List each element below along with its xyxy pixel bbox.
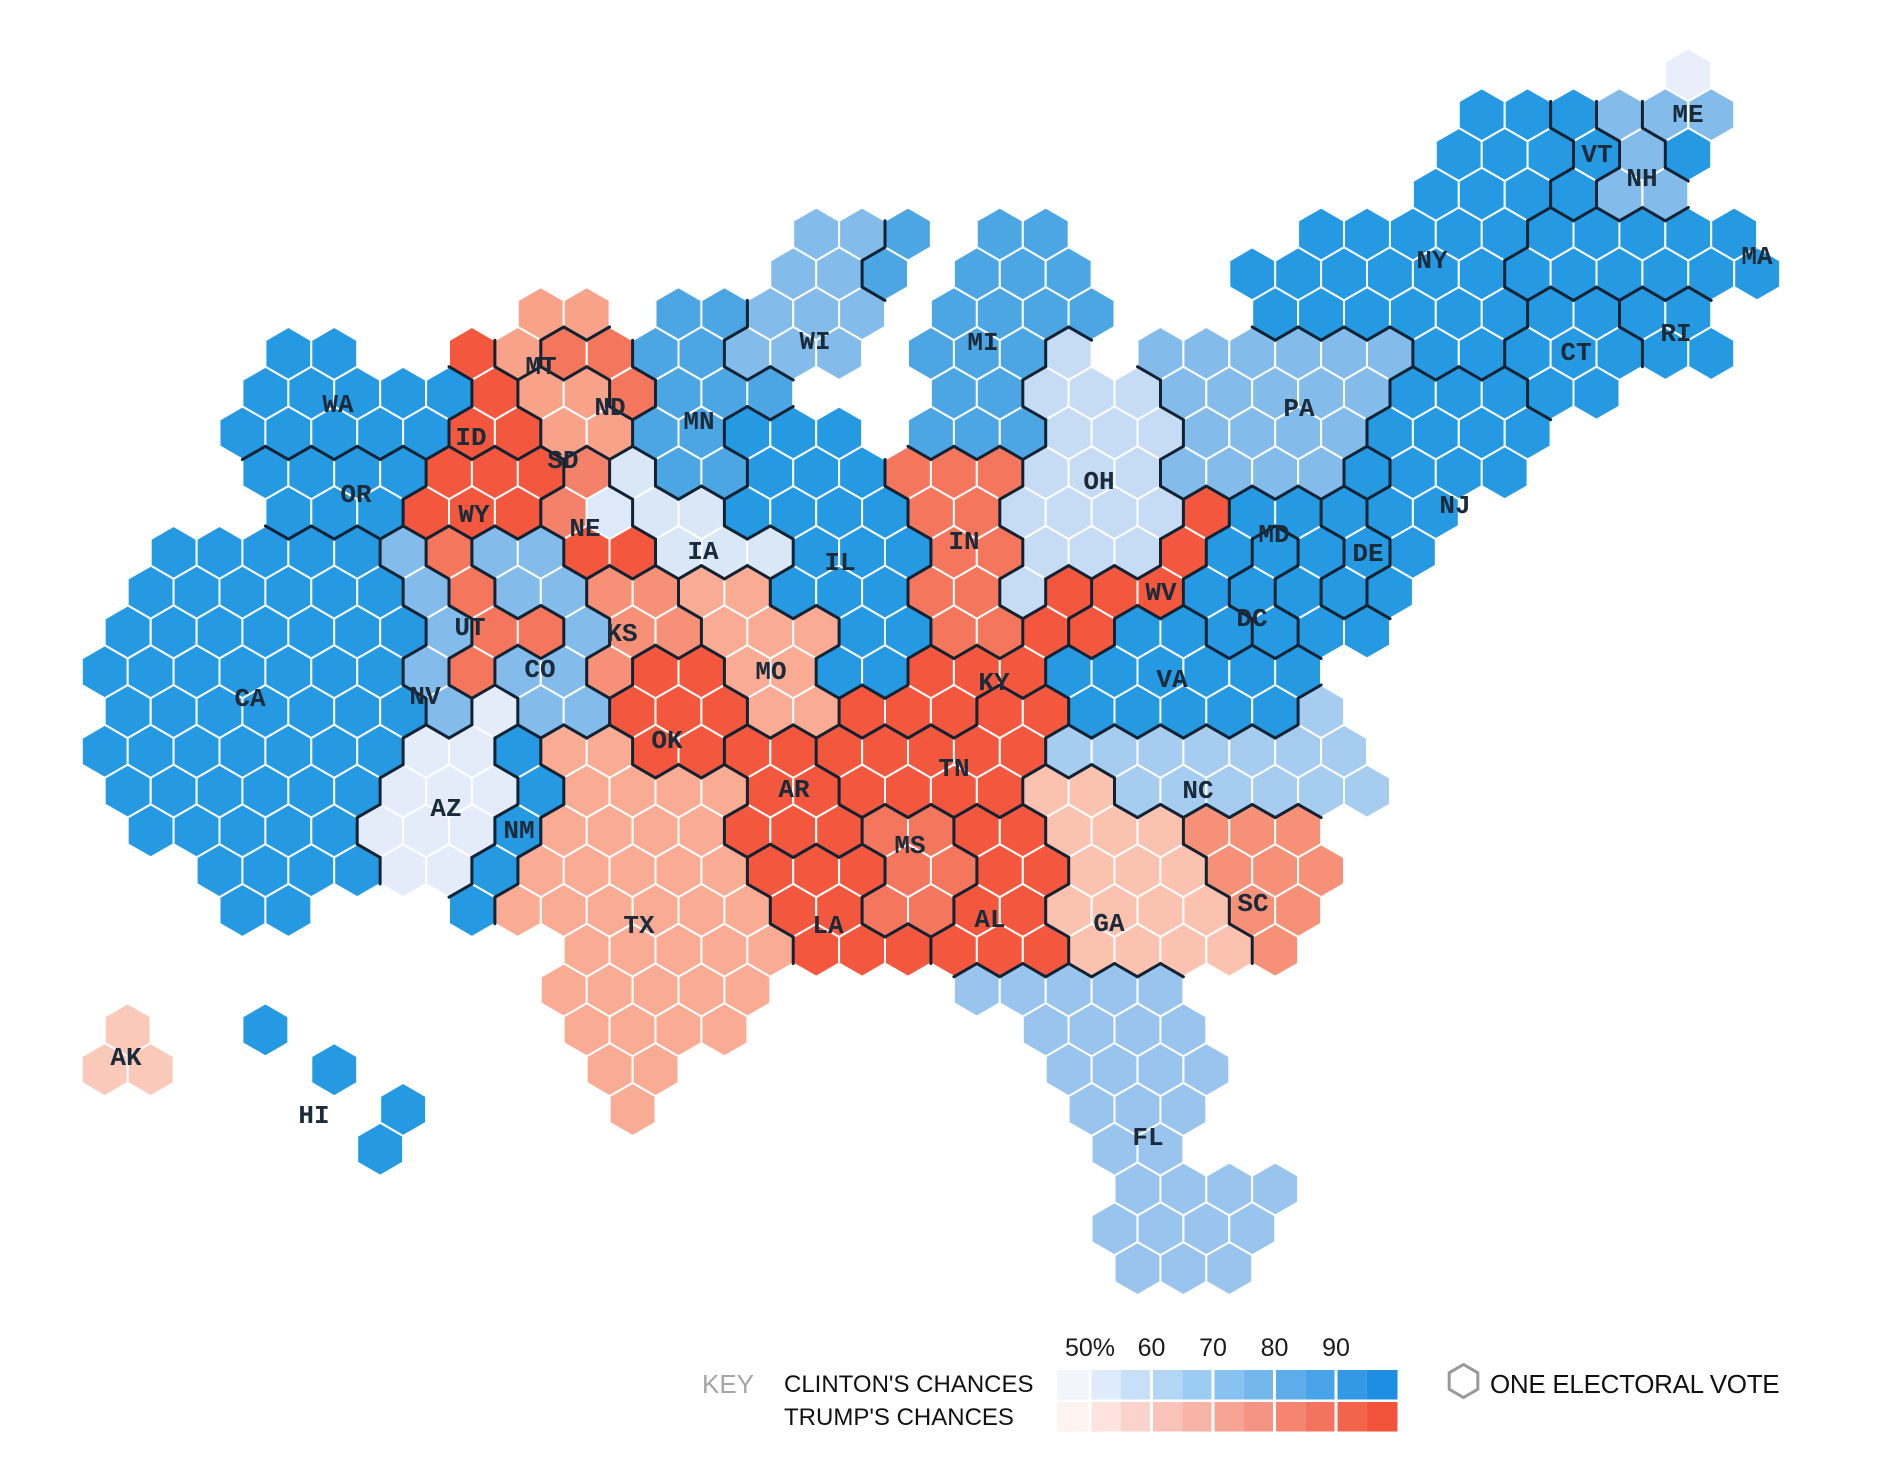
svg-text:HI: HI — [298, 1101, 329, 1131]
svg-text:MS: MS — [894, 831, 925, 861]
svg-text:90: 90 — [1322, 1334, 1350, 1362]
svg-text:NJ: NJ — [1439, 491, 1470, 521]
svg-text:ME: ME — [1672, 100, 1703, 130]
svg-text:DE: DE — [1352, 539, 1383, 569]
svg-text:WI: WI — [799, 327, 830, 357]
svg-text:MN: MN — [683, 407, 714, 437]
svg-text:ONE ELECTORAL VOTE: ONE ELECTORAL VOTE — [1490, 1369, 1779, 1399]
svg-text:KY: KY — [978, 668, 1010, 698]
svg-text:ID: ID — [455, 423, 486, 453]
svg-text:TN: TN — [938, 754, 969, 784]
svg-text:GA: GA — [1093, 909, 1125, 939]
svg-text:AR: AR — [778, 775, 810, 805]
svg-text:MT: MT — [525, 352, 556, 382]
svg-text:OK: OK — [651, 726, 683, 756]
svg-text:NE: NE — [569, 514, 600, 544]
svg-text:NV: NV — [409, 682, 441, 712]
svg-text:KEY: KEY — [702, 1369, 754, 1399]
svg-text:KS: KS — [606, 619, 637, 649]
svg-text:WV: WV — [1145, 578, 1177, 608]
svg-text:UT: UT — [454, 613, 485, 643]
svg-text:MA: MA — [1741, 242, 1773, 272]
svg-text:60: 60 — [1138, 1334, 1166, 1362]
svg-text:FL: FL — [1132, 1123, 1163, 1153]
svg-text:NH: NH — [1626, 164, 1657, 194]
svg-text:CLINTON'S CHANCES: CLINTON'S CHANCES — [784, 1371, 1034, 1398]
svg-text:PA: PA — [1283, 394, 1315, 424]
svg-text:CO: CO — [524, 655, 555, 685]
svg-text:50%: 50% — [1065, 1334, 1115, 1362]
svg-text:80: 80 — [1261, 1334, 1289, 1362]
svg-text:OH: OH — [1083, 467, 1114, 497]
svg-text:MI: MI — [967, 328, 998, 358]
svg-text:AZ: AZ — [430, 794, 461, 824]
svg-text:AL: AL — [974, 905, 1005, 935]
svg-text:CA: CA — [234, 684, 266, 714]
svg-text:SD: SD — [547, 446, 578, 476]
svg-text:LA: LA — [812, 911, 844, 941]
svg-text:WA: WA — [322, 390, 354, 420]
svg-text:MO: MO — [755, 657, 786, 687]
svg-text:MD: MD — [1258, 520, 1289, 550]
svg-text:NM: NM — [503, 816, 534, 846]
svg-text:IN: IN — [948, 527, 979, 557]
svg-text:NY: NY — [1416, 246, 1448, 276]
svg-text:CT: CT — [1560, 338, 1591, 368]
svg-text:70: 70 — [1199, 1334, 1227, 1362]
svg-text:IA: IA — [687, 537, 719, 567]
svg-text:IL: IL — [824, 548, 855, 578]
svg-text:NC: NC — [1182, 776, 1213, 806]
svg-text:SC: SC — [1237, 889, 1268, 919]
svg-text:OR: OR — [340, 480, 372, 510]
svg-text:DC: DC — [1236, 604, 1267, 634]
svg-text:WY: WY — [458, 500, 490, 530]
svg-text:VA: VA — [1156, 665, 1188, 695]
svg-text:VT: VT — [1581, 140, 1612, 170]
svg-text:TRUMP'S CHANCES: TRUMP'S CHANCES — [784, 1404, 1014, 1431]
svg-text:ND: ND — [594, 393, 625, 423]
svg-text:RI: RI — [1660, 319, 1691, 349]
svg-text:TX: TX — [623, 911, 655, 941]
svg-text:AK: AK — [110, 1043, 142, 1073]
